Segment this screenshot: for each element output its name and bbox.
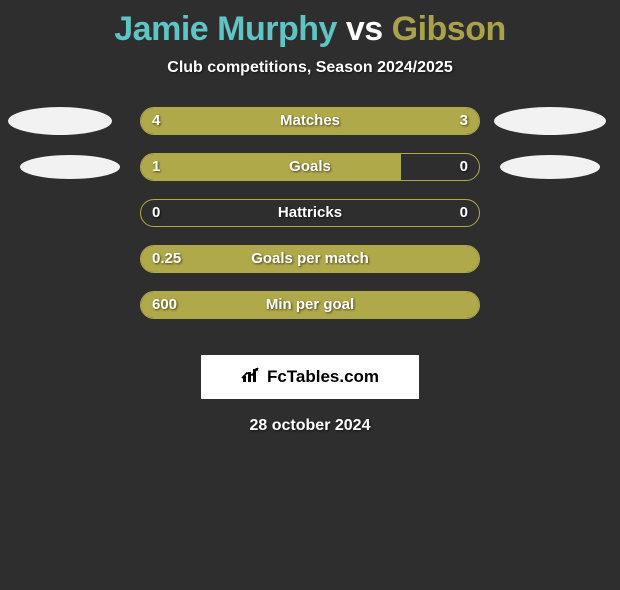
stat-bar (140, 199, 480, 227)
stat-value-right: 0 (460, 199, 468, 227)
stat-bar-fill-left (141, 108, 334, 134)
stat-bar (140, 153, 480, 181)
subtitle: Club competitions, Season 2024/2025 (0, 59, 620, 77)
stat-value-right: 0 (460, 153, 468, 181)
stat-bar-fill-left (141, 154, 401, 180)
date: 28 october 2024 (0, 417, 620, 435)
logo: FcTables.com (241, 366, 379, 389)
logo-text: FcTables.com (267, 367, 379, 387)
stat-row: Min per goal600 (0, 291, 620, 337)
stat-value-left: 1 (152, 153, 160, 181)
stat-value-left: 0.25 (152, 245, 181, 273)
player2-name: Gibson (392, 10, 506, 48)
stat-bar (140, 245, 480, 273)
stat-value-right: 3 (460, 107, 468, 135)
stat-value-left: 4 (152, 107, 160, 135)
stat-value-left: 600 (152, 291, 177, 319)
comparison-title: Jamie Murphy vs Gibson (0, 10, 620, 49)
stat-bar (140, 107, 480, 135)
stat-row: Goals per match0.25 (0, 245, 620, 291)
chart-icon (241, 366, 263, 389)
stat-row: Matches43 (0, 107, 620, 153)
player1-name: Jamie Murphy (114, 10, 337, 48)
stat-bar-fill-left (141, 246, 479, 272)
logo-box: FcTables.com (201, 355, 419, 399)
stats-stage: Matches43Goals10Hattricks00Goals per mat… (0, 107, 620, 337)
stat-value-left: 0 (152, 199, 160, 227)
stat-row: Goals10 (0, 153, 620, 199)
stat-bar (140, 291, 480, 319)
stat-row: Hattricks00 (0, 199, 620, 245)
stat-bar-fill-left (141, 292, 479, 318)
stat-bar-fill-right (334, 108, 479, 134)
vs-text: vs (346, 10, 383, 48)
